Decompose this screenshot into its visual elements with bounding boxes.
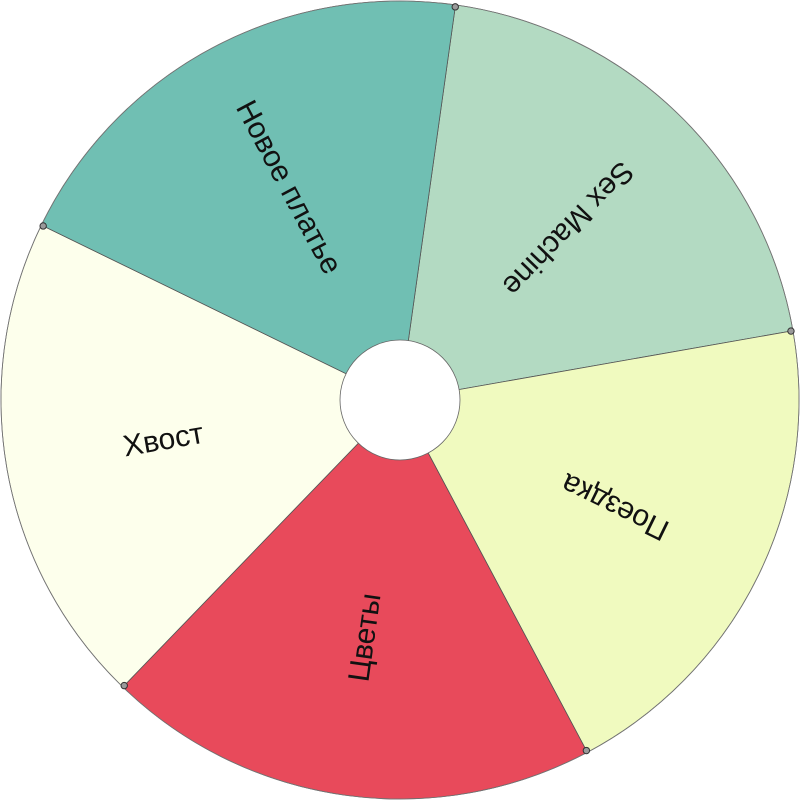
wheel-peg [787, 327, 795, 335]
wheel-hub[interactable] [339, 339, 461, 461]
wheel-peg [39, 222, 47, 230]
wheel-peg [451, 3, 459, 11]
wheel-peg [120, 681, 128, 690]
wheel-peg [582, 746, 591, 755]
wheel-pegs [39, 3, 795, 755]
